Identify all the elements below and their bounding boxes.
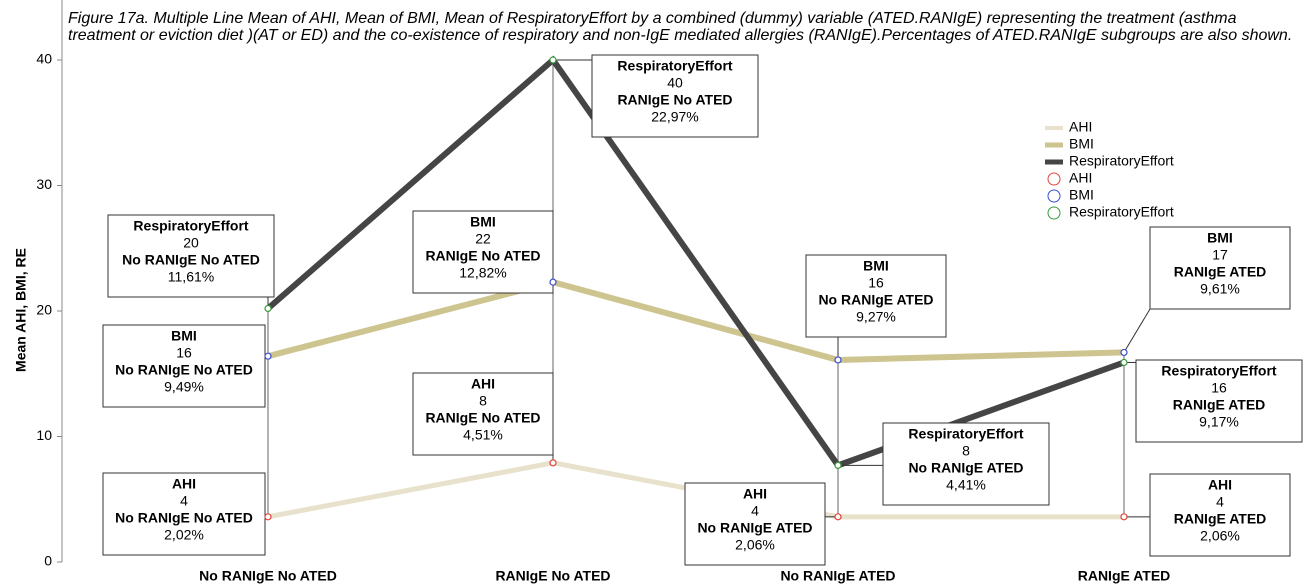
label-series: RespiratoryEffort xyxy=(1161,363,1276,379)
percent-label: 9,17% xyxy=(1199,414,1239,430)
label-box xyxy=(805,254,947,338)
value-label: 16 xyxy=(868,275,884,291)
point-marker xyxy=(264,513,272,521)
legend-label: BMI xyxy=(1069,187,1094,203)
percent-label: 2,06% xyxy=(735,537,775,553)
value-label: 17 xyxy=(1212,247,1228,263)
percent-label: 22,97% xyxy=(651,109,698,125)
label-category: RANIgE No ATED xyxy=(425,248,540,264)
legend-label: AHI xyxy=(1069,119,1092,135)
point-marker xyxy=(834,356,842,364)
label-box xyxy=(102,324,266,408)
series-line xyxy=(267,279,1125,363)
label-category: RANIgE ATED xyxy=(1174,264,1267,280)
y-tick-label: 10 xyxy=(36,427,52,443)
percent-label: 11,61% xyxy=(168,269,214,285)
label-series: BMI xyxy=(1207,230,1233,246)
legend-marker xyxy=(1047,206,1061,220)
label-category: RANIgE ATED xyxy=(1174,511,1267,527)
value-label: 16 xyxy=(176,345,192,361)
label-box xyxy=(1149,226,1291,310)
label-category: No RANIgE ATED xyxy=(697,520,812,536)
value-label: 4 xyxy=(751,503,759,519)
value-label: 16 xyxy=(1211,380,1227,396)
label-box xyxy=(102,472,266,556)
label-box xyxy=(107,214,275,298)
label-category: No RANIgE No ATED xyxy=(115,362,253,378)
label-series: RespiratoryEffort xyxy=(617,58,732,74)
percent-label: 4,41% xyxy=(946,477,986,493)
label-series: BMI xyxy=(171,328,197,344)
label-category: RANIgE ATED xyxy=(1173,397,1266,413)
point-marker xyxy=(1120,358,1128,367)
label-box xyxy=(1149,473,1291,557)
label-box xyxy=(412,372,554,456)
percent-label: 2,06% xyxy=(1200,528,1240,544)
x-tick-label: RANIgE ATED xyxy=(1078,568,1171,584)
label-category: RANIgE No ATED xyxy=(425,410,540,426)
chart-title: Figure 17a. Multiple Line Mean of AHI, M… xyxy=(68,10,1293,44)
label-box xyxy=(591,54,759,138)
percent-label: 9,27% xyxy=(856,309,896,325)
percent-label: 9,49% xyxy=(164,379,204,395)
label-series: AHI xyxy=(743,486,767,502)
legend-label: RespiratoryEffort xyxy=(1069,204,1174,220)
label-category: No RANIgE No ATED xyxy=(122,252,260,268)
value-label: 4 xyxy=(1216,494,1224,510)
label-connector xyxy=(1123,308,1151,353)
point-marker xyxy=(834,461,842,469)
legend-label: BMI xyxy=(1069,136,1094,152)
percent-label: 4,51% xyxy=(463,427,503,443)
legend-marker xyxy=(1047,172,1061,186)
point-marker xyxy=(834,513,842,521)
label-category: No RANIgE ATED xyxy=(908,460,1023,476)
label-series: RespiratoryEffort xyxy=(133,218,248,234)
label-box xyxy=(684,482,826,566)
label-category: RANIgE No ATED xyxy=(617,92,732,108)
point-marker xyxy=(1120,348,1128,357)
legend-marker xyxy=(1047,189,1061,203)
value-label: 8 xyxy=(962,443,970,459)
y-tick-label: 0 xyxy=(44,553,52,569)
legend-label: AHI xyxy=(1069,170,1092,186)
label-series: AHI xyxy=(1208,477,1232,493)
label-category: No RANIgE No ATED xyxy=(115,510,253,526)
value-label: 8 xyxy=(479,393,487,409)
percent-label: 12,82% xyxy=(459,265,506,281)
percent-label: 9,61% xyxy=(1200,281,1240,297)
point-marker xyxy=(549,459,557,467)
value-label: 20 xyxy=(183,235,199,251)
series-line xyxy=(266,55,1126,469)
y-tick-label: 40 xyxy=(36,51,52,67)
point-marker xyxy=(1120,513,1128,521)
label-series: BMI xyxy=(863,258,889,274)
point-marker xyxy=(264,304,272,313)
y-axis-label: Mean AHI, BMI, RE xyxy=(13,248,29,372)
x-tick-label: RANIgE No ATED xyxy=(495,568,610,584)
label-series: AHI xyxy=(471,376,495,392)
x-tick-label: No RANIgE ATED xyxy=(780,568,895,584)
y-tick-label: 30 xyxy=(36,176,52,192)
label-category: No RANIgE ATED xyxy=(818,292,933,308)
label-series: BMI xyxy=(470,214,496,230)
point-marker xyxy=(549,278,557,286)
percent-label: 2,02% xyxy=(164,527,204,543)
y-tick-label: 20 xyxy=(36,302,52,318)
value-label: 40 xyxy=(667,75,683,91)
label-box xyxy=(1135,359,1303,443)
value-label: 22 xyxy=(475,231,491,247)
value-label: 4 xyxy=(180,493,188,509)
label-box xyxy=(412,210,554,294)
label-series: AHI xyxy=(172,476,196,492)
label-box xyxy=(882,422,1050,506)
point-marker xyxy=(549,56,557,64)
point-marker xyxy=(264,352,272,360)
label-series: RespiratoryEffort xyxy=(908,426,1023,442)
x-tick-label: No RANIgE No ATED xyxy=(199,568,337,584)
legend-label: RespiratoryEffort xyxy=(1069,153,1174,169)
